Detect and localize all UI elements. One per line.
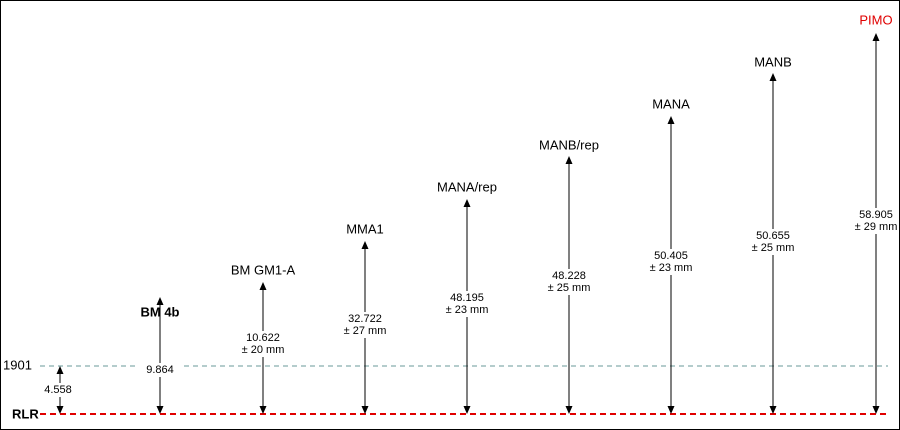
arrow-head [667,406,675,414]
value: 48.228 [552,270,586,282]
tolerance: ± 25 mm [752,242,795,254]
value: 9.864 [146,364,174,376]
arrow-head [259,282,267,290]
arrow-head [361,406,369,414]
arrow-head [361,241,369,249]
tolerance: ± 20 mm [242,344,285,356]
marker-label: BM 4b [141,304,180,319]
arrow-head [872,33,880,41]
arrow-head [463,199,471,207]
value-background [854,208,898,234]
arrow-head [667,116,675,124]
marker-label: MANB [754,54,792,69]
arrow-head [565,406,573,414]
value-background [649,249,693,275]
tolerance: ± 23 mm [446,304,489,316]
datum-label: RLR [12,406,39,421]
value: 4.558 [44,384,72,396]
arrow-head [565,156,573,164]
arrow-head [872,406,880,414]
value-background [343,312,387,338]
tolerance: ± 23 mm [650,262,693,274]
value-background [241,331,285,357]
datum-label: D 1901 [0,357,32,372]
value-background [751,229,795,255]
arrow-head [56,406,64,414]
arrow-head [259,406,267,414]
tolerance: ± 27 mm [344,325,387,337]
marker-label: PIMO [859,12,892,27]
marker-label: BM GM1-A [231,262,296,277]
value: 50.405 [654,250,688,262]
arrow-head [769,73,777,81]
marker-label: MMA1 [346,221,384,236]
arrow-head [463,406,471,414]
value-background [36,383,80,397]
value: 10.622 [246,332,280,344]
marker-label: MANB/rep [539,137,599,152]
value: 48.195 [450,292,484,304]
tolerance: ± 29 mm [855,221,898,233]
arrow-head [56,366,64,374]
value: 58.905 [859,209,893,221]
arrow-head [156,406,164,414]
tolerance: ± 25 mm [548,282,591,294]
value-background [547,269,591,295]
arrow-head [769,406,777,414]
value: 50.655 [756,230,790,242]
arrow-head [156,297,164,305]
value: 32.722 [348,313,382,325]
value-background [138,363,182,377]
value-background [445,291,489,317]
marker-label: MANA/rep [437,179,497,194]
marker-label: MANA [652,96,690,111]
